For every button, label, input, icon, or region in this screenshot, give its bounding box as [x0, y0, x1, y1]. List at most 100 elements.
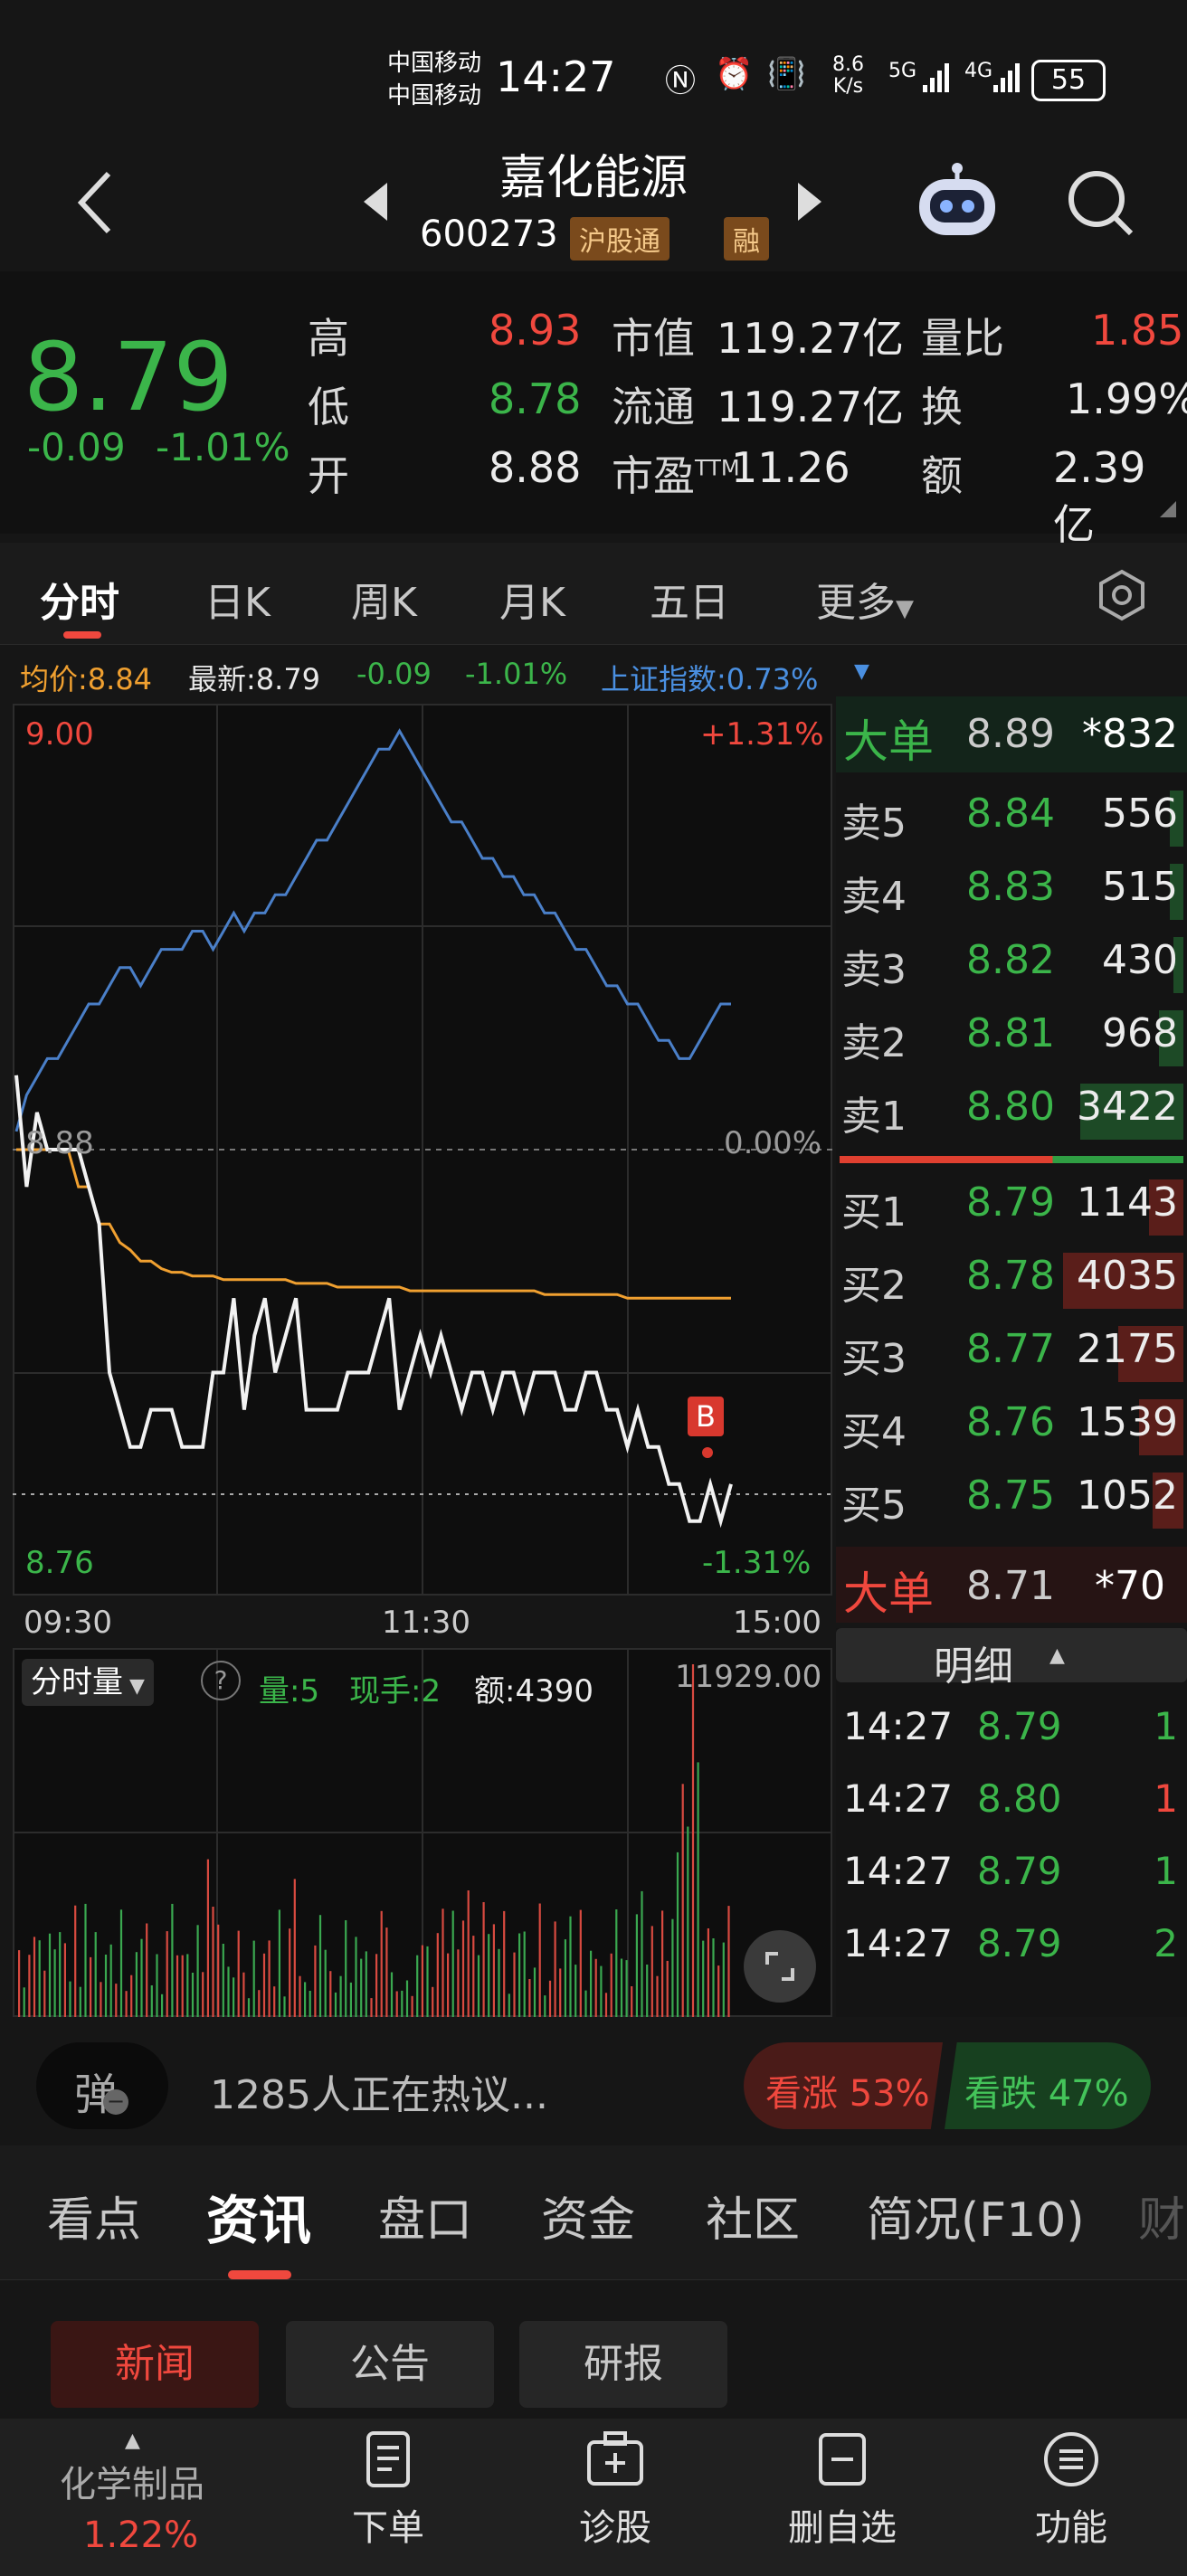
danmaku-toggle[interactable]: 弹 −	[36, 2042, 168, 2129]
remove-watchlist-button[interactable]: 删自选	[783, 2419, 901, 2551]
volume-bar	[600, 1965, 603, 2017]
back-icon[interactable]	[72, 166, 118, 242]
pct-high-label: +1.31%	[700, 716, 824, 753]
volume-bar	[140, 1938, 143, 2017]
search-icon[interactable]	[1064, 166, 1136, 242]
settings-hexagon-icon[interactable]	[1095, 568, 1149, 626]
ask-row[interactable]: 卖4 8.83 515	[836, 857, 1187, 929]
expand-corner-icon[interactable]	[1160, 501, 1176, 517]
ask-row[interactable]: 卖5 8.84 556	[836, 783, 1187, 856]
ask-volume: 3422	[1077, 1084, 1178, 1130]
float-value: 119.27亿	[717, 383, 904, 431]
functions-button[interactable]: 功能	[1017, 2419, 1125, 2551]
volume-bar	[508, 1994, 510, 2017]
tab-highlights[interactable]: 看点	[47, 2193, 142, 2248]
index-change[interactable]: 上证指数:0.73%	[601, 662, 819, 696]
volume-bar	[544, 1995, 546, 2017]
bull-button[interactable]: 看涨 53%	[744, 2042, 943, 2129]
margin-tag: 融	[724, 217, 769, 260]
volume-bars	[18, 1664, 730, 2017]
ask-price: 8.84	[966, 791, 1055, 837]
bid-row[interactable]: 买4 8.76 1539	[836, 1392, 1187, 1464]
sector-indicator[interactable]: ▲ 化学制品 1.22%	[0, 2419, 271, 2576]
volume-bar	[457, 1949, 460, 2017]
big-buy-vol: *70	[1095, 1563, 1165, 1609]
detail-title: 明细	[934, 1643, 1013, 1690]
fullscreen-icon[interactable]	[744, 1930, 816, 2003]
bid-row[interactable]: 买2 8.78 4035	[836, 1245, 1187, 1318]
buy-marker[interactable]: B	[688, 1397, 724, 1436]
tab-order-book[interactable]: 盘口	[378, 2193, 473, 2248]
volume-bar	[318, 1915, 322, 2017]
order-icon	[338, 2429, 438, 2498]
help-icon[interactable]: ?	[201, 1661, 241, 1700]
tab-profile-f10[interactable]: 简况(F10)	[867, 2193, 1085, 2248]
tab-five-day[interactable]: 五日	[650, 580, 729, 626]
volume-bar	[671, 1918, 674, 2017]
volume-bar	[707, 1928, 709, 2017]
tab-finance[interactable]: 财	[1138, 2193, 1186, 2248]
tab-monthly-k[interactable]: 月K	[499, 580, 565, 626]
pe-ttm-sup: TTM	[695, 455, 740, 481]
diagnose-button[interactable]: 诊股	[561, 2419, 669, 2551]
detail-price: 8.79	[977, 1704, 1062, 1748]
tab-news[interactable]: 新闻	[51, 2321, 259, 2408]
time-label-mid: 11:30	[382, 1605, 470, 1641]
bid-row[interactable]: 买3 8.77 2175	[836, 1319, 1187, 1391]
ask-row[interactable]: 卖1 8.80 3422	[836, 1076, 1187, 1149]
tab-research[interactable]: 研报	[519, 2321, 727, 2408]
volume-bar	[360, 1958, 363, 2017]
volume-bar	[559, 1968, 562, 2017]
volume-bar	[304, 1982, 307, 2017]
tab-weekly-k[interactable]: 周K	[351, 580, 417, 626]
volume-bar	[130, 1975, 133, 2017]
bear-button[interactable]: 看跌 47%	[945, 2042, 1151, 2129]
detail-header[interactable]: 明细 ▲	[836, 1628, 1187, 1690]
bid-row[interactable]: 买5 8.75 1052	[836, 1465, 1187, 1538]
volume-selector[interactable]: 分时量 ▼	[22, 1659, 154, 1706]
tab-timeshare[interactable]: 分时	[40, 580, 119, 626]
bid-volume-bar	[1139, 1399, 1183, 1455]
volume-chart[interactable]: 分时量 ▼ ? 量:5 现手:2 额:4390 11929.00	[13, 1648, 832, 2017]
sector-name: 化学制品	[60, 2464, 204, 2505]
volume-selector-label: 分时量	[31, 1664, 123, 1700]
volume-bar	[289, 1928, 291, 2017]
detail-row: 14:27 8.79 1	[836, 1836, 1187, 1908]
volume-bar	[687, 1826, 689, 2017]
discussion-text[interactable]: 1285人正在热议...	[210, 2072, 548, 2118]
bid-row[interactable]: 买1 8.79 1143	[836, 1172, 1187, 1245]
high-label: 高	[308, 314, 349, 363]
tab-capital[interactable]: 资金	[541, 2193, 636, 2248]
tab-daily-k[interactable]: 日K	[204, 580, 271, 626]
volume-bar	[635, 1914, 638, 2017]
volume-bar	[176, 1955, 179, 2017]
tab-announcements[interactable]: 公告	[286, 2321, 494, 2408]
ask-row[interactable]: 卖2 8.81 968	[836, 1003, 1187, 1075]
tab-community[interactable]: 社区	[706, 2193, 801, 2248]
volume-bar	[63, 1943, 66, 2017]
big-buy-row[interactable]: 大单 8.71 *70	[836, 1547, 1187, 1623]
tab-news-info[interactable]: 资讯	[206, 2190, 312, 2251]
info-change-pct: -1.01%	[465, 657, 568, 691]
prev-stock-icon[interactable]	[360, 181, 391, 226]
volume-bar	[564, 1939, 566, 2017]
big-sell-row[interactable]: 大单 8.89 *832	[836, 696, 1187, 772]
big-sell-price: 8.89	[966, 711, 1055, 757]
robot-assistant-icon[interactable]	[914, 163, 1001, 244]
ask-row[interactable]: 卖3 8.82 430	[836, 930, 1187, 1002]
volume-bar	[365, 1951, 367, 2017]
time-label-open: 09:30	[24, 1605, 112, 1641]
price-chart[interactable]: 9.00 8.88 8.76 +1.31% 0.00% -1.31% B	[13, 704, 832, 1596]
mktcap-value: 119.27亿	[717, 314, 904, 363]
volume-bar	[492, 1924, 495, 2017]
volume-bar	[135, 1952, 138, 2017]
volume-bar	[590, 1950, 593, 2017]
vol-ratio-label: 量比	[921, 314, 1004, 363]
index-dropdown-icon[interactable]: ▼	[854, 660, 869, 683]
next-stock-icon[interactable]	[794, 181, 825, 226]
pct-mid-label: 0.00%	[724, 1125, 822, 1161]
order-button[interactable]: 下单	[338, 2419, 438, 2551]
bid-label: 买4	[841, 1409, 907, 1455]
tab-more[interactable]: 更多▼	[816, 570, 914, 628]
volume-bar	[309, 1991, 311, 2017]
